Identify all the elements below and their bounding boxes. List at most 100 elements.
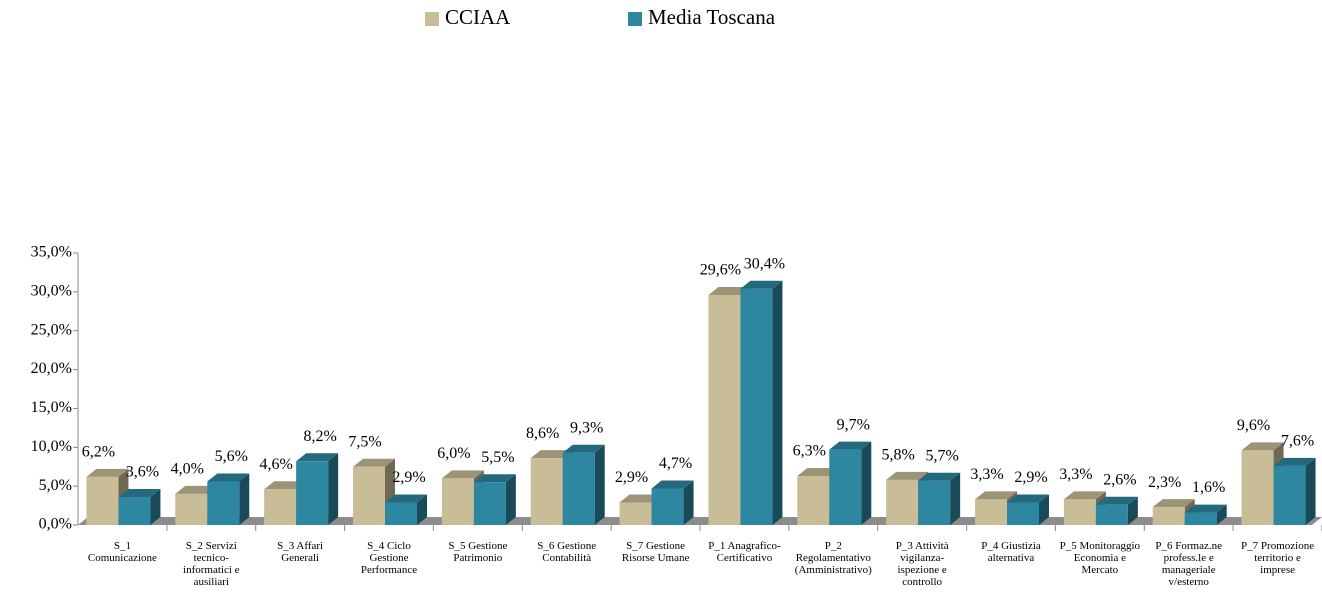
value-label: 2,6%: [1103, 471, 1136, 488]
bar-front: [1063, 499, 1096, 525]
x-tick-line: Contabilità: [542, 552, 591, 564]
value-label: 7,6%: [1281, 433, 1314, 450]
bar-front: [353, 466, 385, 525]
x-tick-line: S_5 Gestione: [448, 540, 507, 552]
x-tick-line: Risorse Umane: [622, 552, 690, 564]
bar-side: [505, 474, 516, 525]
bar: [385, 494, 427, 525]
bar: [562, 444, 605, 525]
value-label: 1,6%: [1192, 479, 1225, 496]
y-tick-label: 35,0%: [31, 244, 72, 261]
value-label: 6,3%: [793, 443, 826, 460]
value-label: 9,3%: [570, 419, 603, 436]
x-tick-label: P_5 Monitoraggio Economia e Mercato: [1060, 540, 1141, 576]
bar-top: [175, 485, 218, 494]
value-label: 4,0%: [171, 461, 204, 478]
bar-top: [264, 481, 307, 490]
x-tick-label: S_7 Gestione Risorse Umane: [622, 540, 690, 564]
x-tick-label: P_1 Anagrafico-Certificativo: [708, 540, 781, 564]
bar-top: [886, 471, 929, 480]
bar-top: [975, 491, 1017, 500]
bar-front: [619, 502, 652, 525]
bar-front: [118, 497, 151, 525]
value-label: 29,6%: [700, 262, 741, 279]
x-tick-line: v/esterno: [1169, 576, 1210, 588]
value-label: 5,5%: [481, 449, 514, 466]
bar-front: [1241, 450, 1274, 525]
bar-top: [1095, 496, 1138, 505]
bar-top: [296, 453, 339, 462]
bar-front: [441, 478, 474, 525]
value-label: 2,9%: [615, 469, 648, 486]
bar-top: [1273, 457, 1316, 466]
x-tick-line: P_3 Attività: [896, 540, 949, 552]
bar-top: [740, 280, 783, 289]
x-tick-line: S_3 Affari: [277, 540, 323, 552]
bar-front: [886, 479, 919, 525]
value-label: 3,6%: [126, 464, 159, 481]
bar-side: [594, 444, 605, 525]
value-label: 8,2%: [303, 428, 336, 445]
value-label: 9,6%: [1237, 417, 1270, 434]
x-tick-line: Economia e: [1074, 552, 1126, 564]
y-tick-label: 25,0%: [31, 321, 72, 338]
x-tick-line: S_6 Gestione: [537, 540, 596, 552]
bar-side: [683, 480, 694, 525]
bar-front: [797, 476, 830, 525]
bar-top: [1063, 491, 1106, 500]
bar: [1273, 457, 1316, 525]
x-tick-line: Performance: [361, 564, 417, 576]
x-tick-line: P_7 Promozione: [1241, 540, 1314, 552]
bar-top: [1184, 504, 1227, 513]
bar: [1184, 504, 1227, 525]
y-tick-label: 20,0%: [31, 360, 72, 377]
x-tick-label: S_1 Comunicazione: [88, 540, 157, 564]
x-tick-line: S_2 Servizi: [186, 540, 237, 552]
bar-side: [328, 453, 339, 525]
bar-top: [353, 458, 395, 467]
x-tick-line: ausiliari: [194, 576, 229, 588]
bar-front: [207, 481, 240, 525]
value-label: 6,2%: [82, 443, 115, 460]
y-tick-label: 15,0%: [31, 399, 72, 416]
x-tick-line: alternativa: [988, 552, 1035, 564]
x-tick-label: P_4 Giustizia alternativa: [981, 540, 1041, 564]
x-tick-line: manageriale: [1162, 564, 1216, 576]
bar-top: [651, 480, 694, 489]
bar: [473, 474, 516, 525]
y-tick-label: 0,0%: [39, 516, 72, 533]
bar-front: [708, 294, 741, 525]
value-label: 30,4%: [744, 255, 785, 272]
value-label: 4,7%: [659, 455, 692, 472]
bar-side: [150, 489, 161, 525]
legend-label: CCIAA: [445, 5, 511, 29]
x-tick-line: S_4 Ciclo: [367, 540, 411, 552]
x-tick-line: ispezione e: [898, 564, 947, 576]
x-tick-line: Generali: [281, 552, 319, 564]
bar: [918, 472, 961, 525]
bar-side: [950, 472, 961, 525]
bar-top: [619, 494, 662, 503]
bar-top: [797, 468, 840, 477]
value-label: 5,7%: [925, 447, 958, 464]
bar-top: [118, 489, 161, 498]
x-tick-line: vigilanza-: [900, 552, 944, 564]
bar-front: [473, 482, 506, 525]
bar-front: [829, 449, 862, 525]
bar-top: [918, 472, 961, 481]
x-tick-line: (Amministrativo): [795, 564, 872, 576]
value-label: 5,6%: [215, 448, 248, 465]
x-tick-line: profess.le e: [1164, 552, 1214, 564]
bar: [740, 280, 783, 525]
bar-top: [86, 468, 129, 477]
x-tick-line: P_1 Anagrafico-: [708, 540, 781, 552]
x-tick-line: Mercato: [1082, 564, 1119, 576]
bar: [353, 458, 395, 525]
bar-side: [1305, 457, 1316, 525]
x-tick-line: imprese: [1260, 564, 1295, 576]
x-tick-line: P_2: [825, 540, 842, 552]
value-label: 2,9%: [392, 469, 425, 486]
x-tick-line: tecnico-: [194, 552, 230, 564]
bar-top: [829, 441, 872, 450]
x-tick-label: S_2 Servizi tecnico-informatici e ausiliar…: [183, 540, 240, 588]
